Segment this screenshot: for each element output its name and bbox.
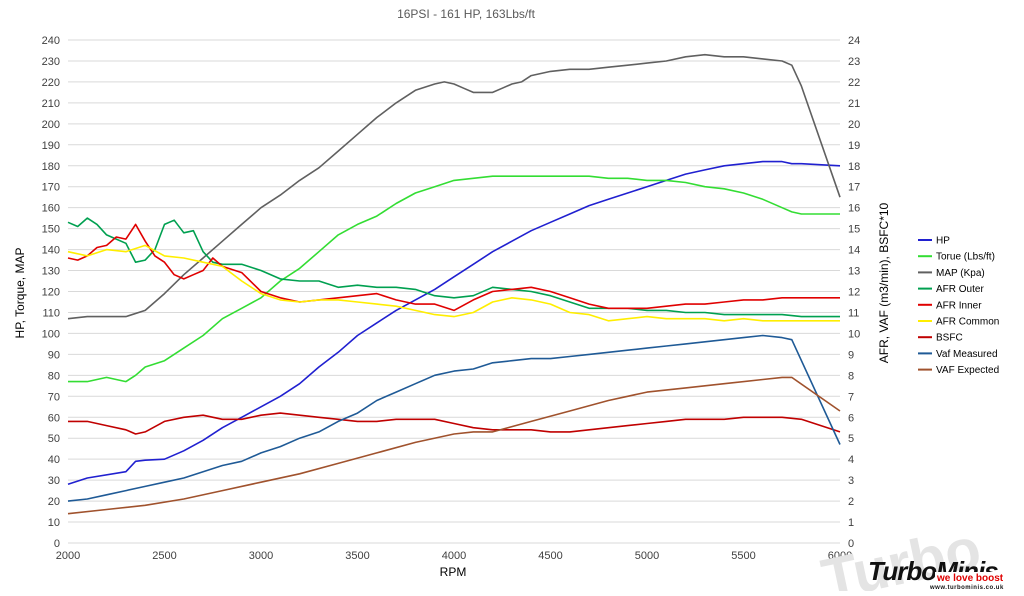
y-right-tick-label: 23	[848, 56, 860, 68]
y-right-tick-label: 18	[848, 161, 860, 173]
series-line-afr-inner	[67, 223, 840, 312]
y-right-tick-label: 7	[848, 391, 854, 403]
y-left-tick-label: 10	[48, 517, 60, 529]
y-left-tick-label: 190	[42, 140, 60, 152]
legend-label-afr-common: AFR Common	[936, 317, 999, 328]
y-left-tick-label: 150	[42, 224, 60, 236]
series-line-afr-outer	[67, 217, 840, 318]
y-right-tick-label: 8	[848, 370, 854, 382]
y-left-tick-label: 160	[42, 203, 60, 215]
legend-label-torue-lbs-ft: Torue (Lbs/ft)	[936, 252, 995, 263]
y-left-tick-label: 30	[48, 475, 60, 487]
y-left-tick-label: 200	[42, 119, 60, 131]
series-line-torue-lbs-ft	[68, 175, 840, 383]
y-left-tick-label: 90	[48, 349, 60, 361]
x-tick-label: 4000	[442, 550, 466, 562]
y-left-tick-label: 110	[42, 307, 60, 319]
series-line-bsfc	[68, 412, 841, 435]
x-tick-label: 3500	[345, 550, 369, 562]
y-right-tick-label: 5	[848, 433, 854, 445]
logo-tagline: we love boost	[936, 573, 1004, 584]
y-left-tick-label: 240	[42, 35, 60, 47]
legend-label-bsfc: BSFC	[936, 333, 963, 344]
logo-url: www.turbominis.co.uk	[929, 585, 1004, 591]
y-left-tick-label: 130	[42, 266, 60, 278]
chart-title: 16PSI - 161 HP, 163Lbs/ft	[397, 7, 536, 21]
y-right-tick-label: 10	[848, 328, 860, 340]
y-left-tick-label: 40	[48, 454, 60, 466]
y-left-tick-label: 120	[42, 287, 60, 299]
y-right-tick-label: 17	[848, 182, 860, 194]
y-right-tick-label: 22	[848, 77, 860, 89]
y-left-tick-label: 20	[48, 496, 60, 508]
gridlines	[68, 39, 840, 544]
y-left-tick-label: 230	[42, 56, 60, 68]
y-right-tick-label: 9	[848, 349, 854, 361]
y-right-tick-label: 11	[848, 307, 859, 319]
y-right-tick-label: 0	[848, 538, 854, 550]
series-line-vaf-measured	[67, 334, 841, 502]
y-axis-right-title: AFR, VAF (m3/min), BSFC*10	[877, 202, 891, 363]
y-left-tick-label: 50	[48, 433, 60, 445]
y-right-tick-label: 13	[848, 266, 860, 278]
legend: HP Torue (Lbs/ft) MAP (Kpa) AFR Outer AFR In…	[918, 236, 999, 376]
y-right-tick-label: 16	[848, 203, 860, 215]
y-right-tick-label: 2	[848, 496, 854, 508]
y-right-tick-label: 12	[848, 287, 860, 299]
x-tick-label: 5000	[635, 550, 659, 562]
series-line-hp	[67, 160, 841, 486]
logo-tagline-bar	[935, 572, 1023, 582]
x-axis-title: RPM	[440, 565, 467, 579]
legend-label-vaf-expected: VAF Expected	[936, 365, 999, 376]
y-left-tick-label: 170	[42, 182, 60, 194]
y-left-tick-label: 70	[48, 391, 60, 403]
y-right-tick-label: 15	[848, 224, 860, 236]
y-right-tick-label: 20	[848, 119, 860, 131]
legend-label-hp: HP	[936, 236, 950, 247]
legend-label-afr-inner: AFR Inner	[936, 300, 982, 311]
y-left-tick-label: 220	[42, 77, 60, 89]
x-tick-label: 5500	[731, 550, 755, 562]
y-right-tick-label: 19	[848, 140, 860, 152]
y-left-tick-label: 80	[48, 370, 60, 382]
y-right-tick-label: 24	[848, 35, 860, 47]
series-line-vaf-expected	[67, 376, 841, 515]
y-left-tick-label: 100	[42, 328, 60, 340]
y-left-tick-label: 140	[42, 245, 60, 257]
y-right-tick-label: 21	[848, 98, 860, 110]
y-left-tick-label: 0	[54, 538, 60, 550]
axis-ticks: 0102030405060708090100110120130140150160…	[42, 35, 861, 562]
y-right-tick-label: 1	[848, 517, 854, 529]
x-tick-label: 3000	[249, 550, 273, 562]
y-right-tick-label: 3	[848, 475, 854, 487]
series-line-afr-common	[67, 244, 840, 322]
y-axis-left-title: HP, Torque, MAP	[13, 248, 27, 339]
y-right-tick-label: 14	[848, 245, 860, 257]
data-series	[67, 53, 841, 515]
x-tick-label: 2000	[56, 550, 80, 562]
series-line-map-kpa	[67, 53, 841, 320]
y-right-tick-label: 6	[848, 412, 854, 424]
y-left-tick-label: 180	[42, 161, 60, 173]
x-tick-label: 6000	[828, 550, 852, 562]
x-tick-label: 4500	[538, 550, 562, 562]
y-left-tick-label: 60	[48, 412, 60, 424]
legend-label-afr-outer: AFR Outer	[936, 284, 984, 295]
y-right-tick-label: 4	[848, 454, 854, 466]
legend-label-vaf-measured: Vaf Measured	[936, 349, 998, 360]
legend-label-map-kpa: MAP (Kpa)	[936, 268, 985, 279]
x-tick-label: 2500	[152, 550, 176, 562]
y-left-tick-label: 210	[42, 98, 60, 110]
